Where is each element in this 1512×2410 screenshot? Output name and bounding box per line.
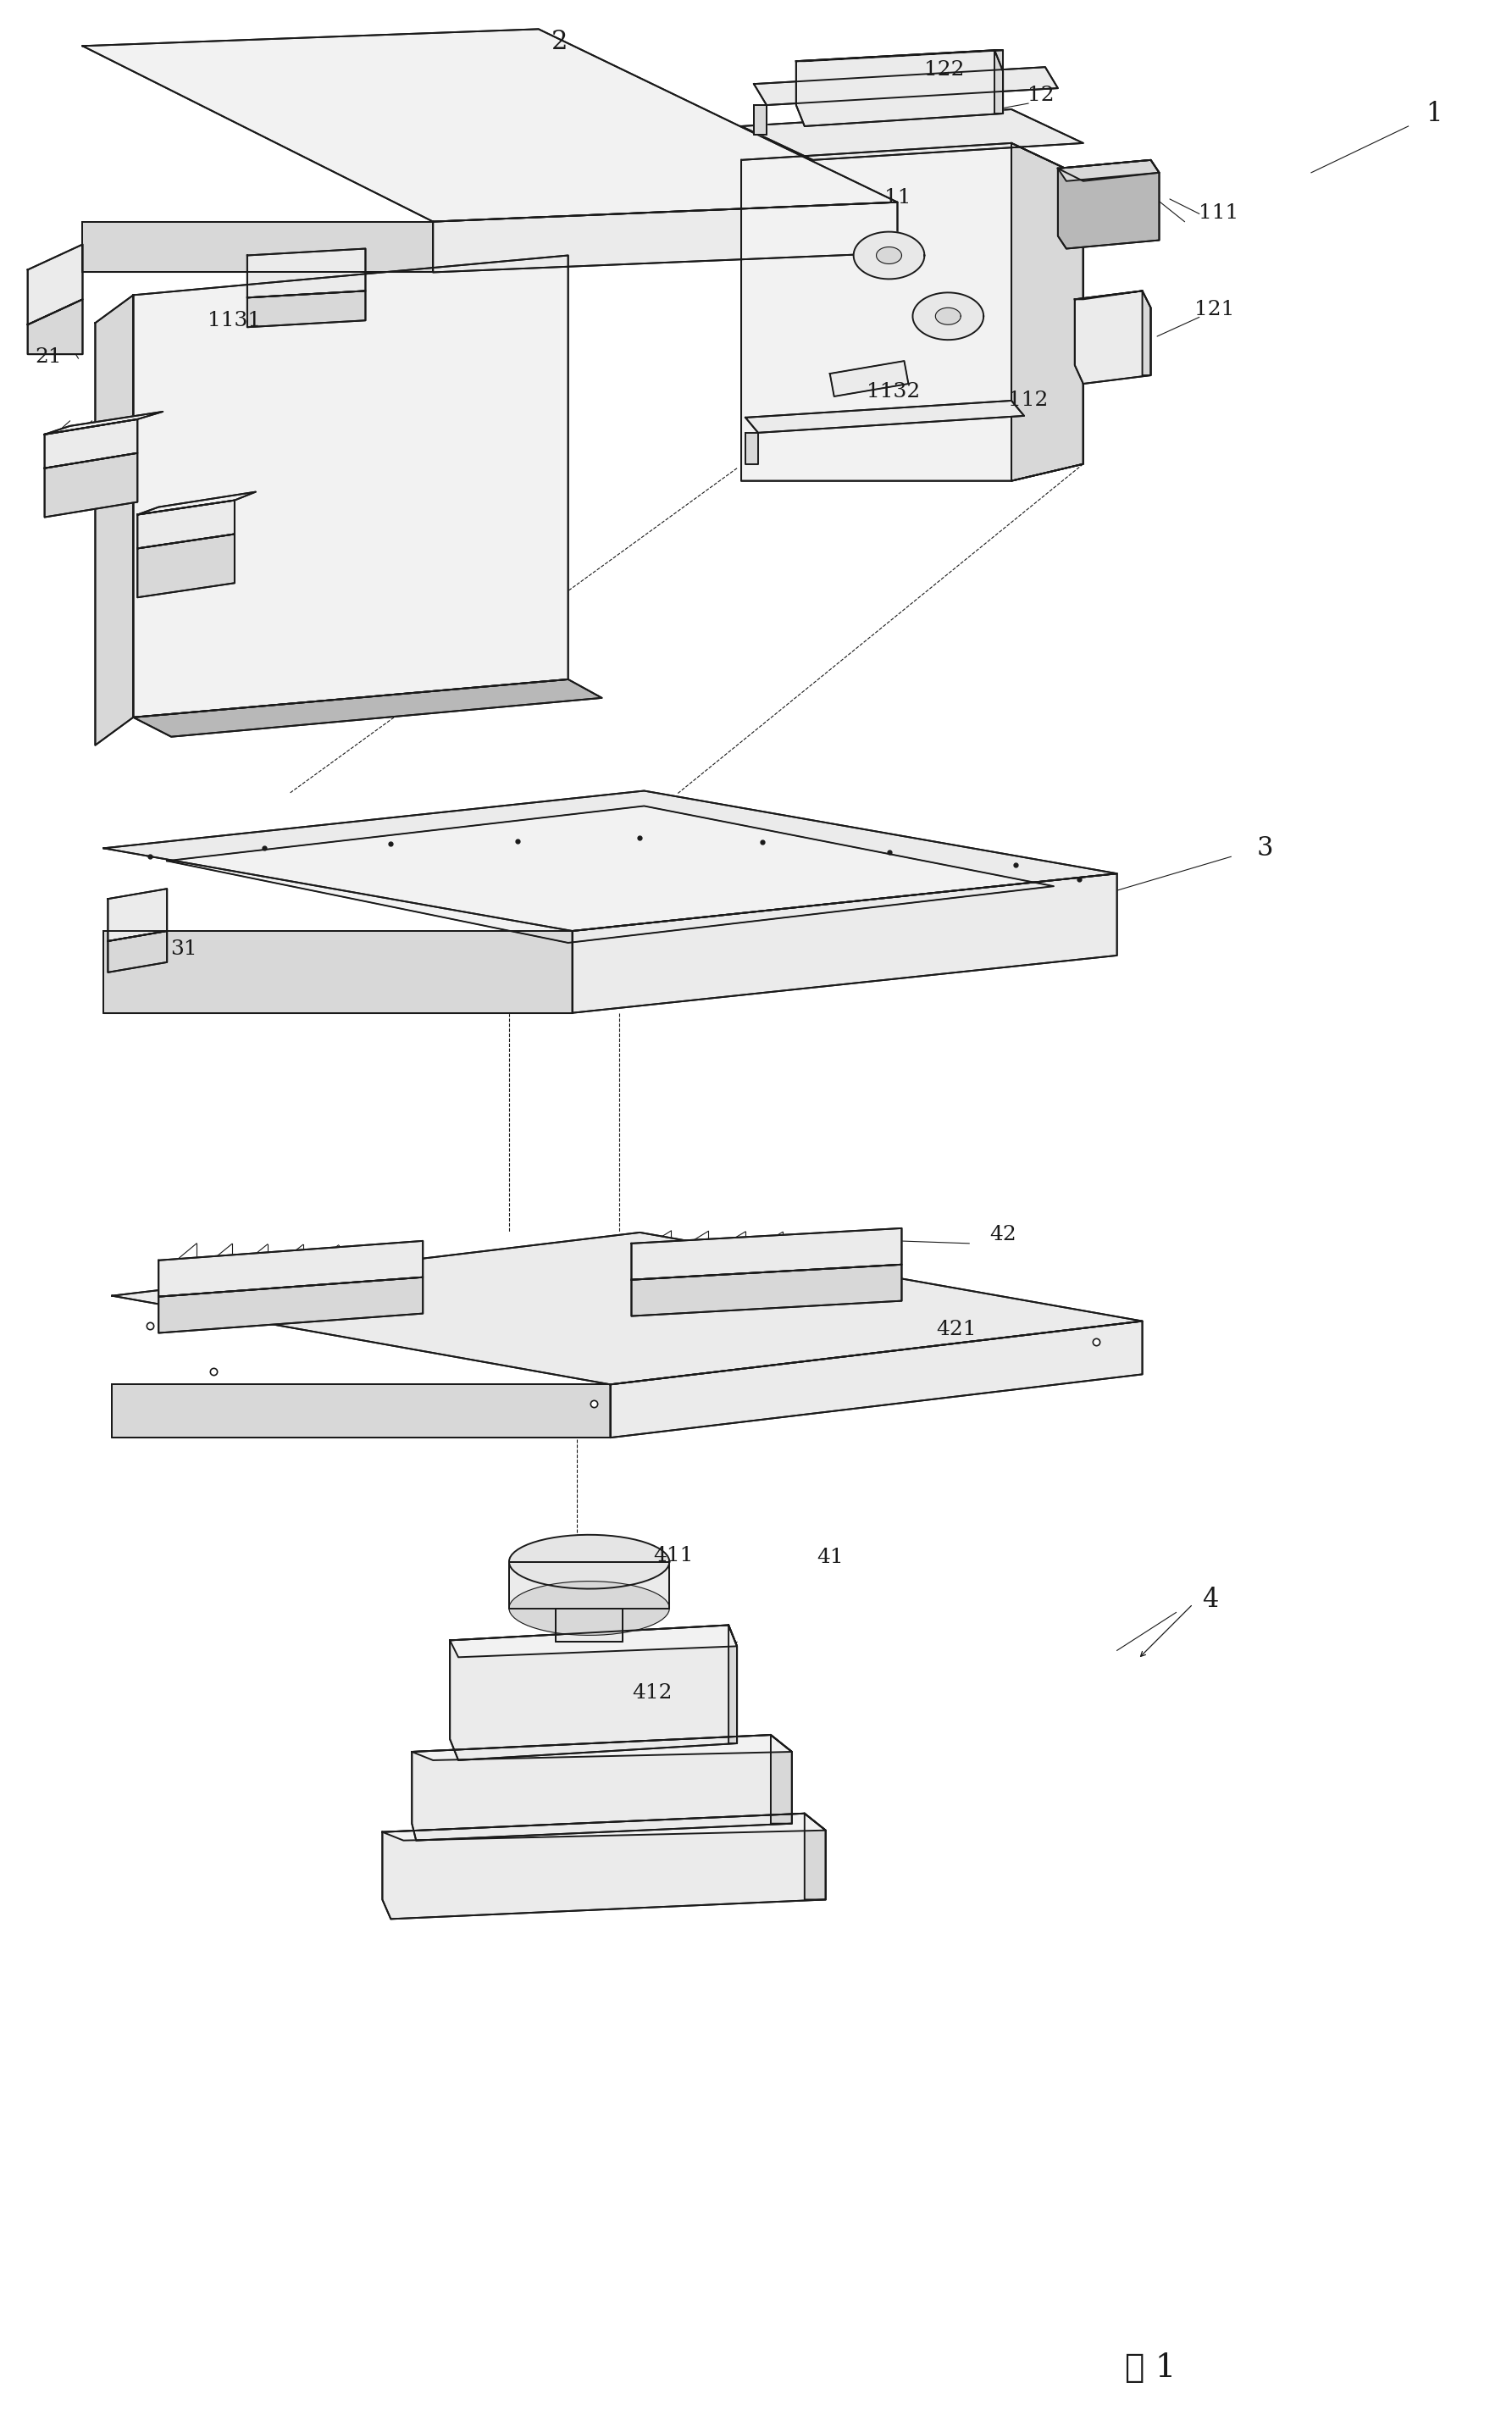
Polygon shape: [913, 292, 984, 340]
Text: 21: 21: [35, 347, 62, 366]
Text: 412: 412: [632, 1682, 673, 1701]
Polygon shape: [1058, 159, 1160, 181]
Text: 41: 41: [816, 1547, 844, 1566]
Polygon shape: [1075, 292, 1151, 383]
Polygon shape: [854, 231, 924, 280]
Polygon shape: [107, 930, 166, 971]
Polygon shape: [995, 51, 1002, 113]
Polygon shape: [797, 51, 1002, 60]
Text: 421: 421: [936, 1321, 977, 1340]
Polygon shape: [510, 1535, 670, 1588]
Polygon shape: [411, 1735, 792, 1841]
Polygon shape: [44, 412, 163, 434]
Polygon shape: [611, 1321, 1143, 1439]
Polygon shape: [1143, 292, 1151, 376]
Polygon shape: [383, 1812, 826, 1841]
Polygon shape: [741, 142, 1083, 482]
Polygon shape: [745, 434, 758, 465]
Text: 图 1: 图 1: [1125, 2352, 1176, 2383]
Text: 4: 4: [1202, 1586, 1219, 1612]
Polygon shape: [729, 1624, 736, 1742]
Polygon shape: [797, 51, 1002, 125]
Polygon shape: [573, 872, 1117, 1012]
Polygon shape: [771, 1735, 792, 1824]
Polygon shape: [138, 535, 234, 598]
Polygon shape: [112, 1232, 1143, 1383]
Text: 42: 42: [989, 1224, 1016, 1244]
Polygon shape: [107, 889, 166, 942]
Polygon shape: [27, 243, 83, 325]
Polygon shape: [104, 930, 573, 1012]
Polygon shape: [383, 1812, 826, 1918]
Polygon shape: [555, 1607, 623, 1641]
Polygon shape: [1058, 159, 1160, 248]
Text: 2: 2: [552, 29, 569, 55]
Polygon shape: [166, 805, 1054, 942]
Text: 31: 31: [171, 940, 197, 959]
Polygon shape: [432, 202, 898, 272]
Polygon shape: [138, 501, 234, 549]
Text: 112: 112: [1009, 390, 1048, 410]
Polygon shape: [44, 453, 138, 518]
Text: 411: 411: [653, 1547, 694, 1566]
Polygon shape: [510, 1581, 670, 1636]
Text: 1131: 1131: [207, 311, 262, 330]
Text: 111: 111: [1199, 202, 1238, 222]
Polygon shape: [877, 246, 901, 263]
Polygon shape: [138, 492, 256, 516]
Polygon shape: [44, 419, 138, 468]
Polygon shape: [112, 1383, 611, 1439]
Polygon shape: [1012, 142, 1083, 482]
Text: 121: 121: [1194, 299, 1234, 318]
Text: 1132: 1132: [866, 383, 919, 402]
Polygon shape: [133, 255, 569, 718]
Polygon shape: [95, 294, 133, 745]
Polygon shape: [159, 1241, 423, 1297]
Text: 11: 11: [885, 188, 910, 207]
Polygon shape: [632, 1265, 901, 1316]
Polygon shape: [510, 1562, 670, 1607]
Polygon shape: [451, 1624, 736, 1658]
Polygon shape: [83, 29, 898, 222]
Polygon shape: [830, 362, 909, 395]
Polygon shape: [754, 106, 767, 135]
Polygon shape: [741, 108, 1083, 159]
Polygon shape: [104, 790, 1117, 930]
Polygon shape: [804, 1812, 826, 1899]
Polygon shape: [248, 248, 366, 296]
Polygon shape: [936, 308, 960, 325]
Polygon shape: [451, 1624, 736, 1759]
Polygon shape: [1075, 292, 1143, 299]
Text: 122: 122: [924, 60, 965, 80]
Polygon shape: [159, 1277, 423, 1333]
Polygon shape: [754, 67, 1058, 106]
Text: 3: 3: [1256, 836, 1273, 860]
Polygon shape: [83, 222, 432, 272]
Text: 12: 12: [1028, 84, 1054, 104]
Polygon shape: [411, 1735, 792, 1759]
Polygon shape: [27, 299, 83, 354]
Polygon shape: [632, 1229, 901, 1280]
Polygon shape: [248, 292, 366, 328]
Text: 1: 1: [1426, 101, 1442, 128]
Polygon shape: [133, 680, 602, 737]
Polygon shape: [745, 400, 1024, 434]
